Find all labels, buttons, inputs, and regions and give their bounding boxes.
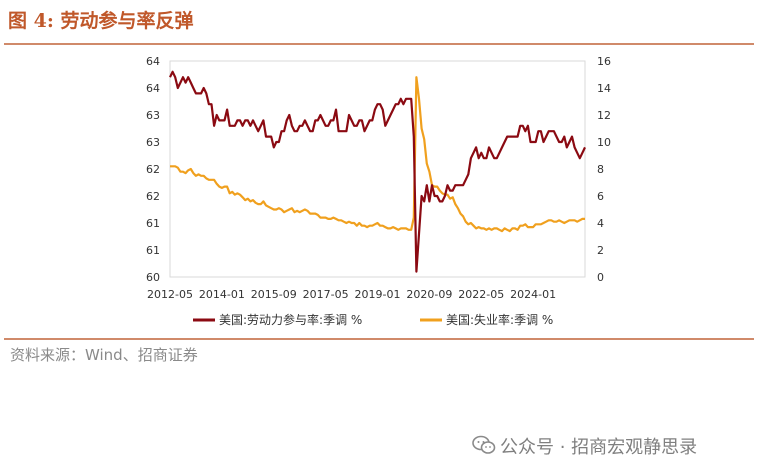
- y-right-tick-label: 2: [597, 244, 604, 257]
- y-right-tick-label: 8: [597, 163, 604, 176]
- y-left-tick-label: 61: [146, 217, 160, 230]
- plot-border: [169, 60, 586, 278]
- y-left-axis-ticks: 60 61 61 62 62 63 63 64 64: [146, 55, 160, 284]
- top-divider: [4, 43, 754, 45]
- x-tick-label: 2014-01: [199, 288, 245, 301]
- y-left-tick-label: 62: [146, 163, 160, 176]
- y-right-tick-label: 6: [597, 190, 604, 203]
- y-left-tick-label: 64: [146, 55, 160, 68]
- y-left-tick-label: 63: [146, 136, 160, 149]
- x-tick-label: 2020-09: [406, 288, 452, 301]
- y-right-tick-label: 0: [597, 271, 604, 284]
- figure-title: 图 4: 劳动参与率反弹: [8, 10, 194, 32]
- x-tick-label: 2024-01: [510, 288, 556, 301]
- y-right-tick-label: 12: [597, 109, 611, 122]
- y-left-tick-label: 64: [146, 82, 160, 95]
- plot-frame: [169, 60, 586, 278]
- x-tick-label: 2017-05: [303, 288, 349, 301]
- series-line-participation-rate: [169, 70, 586, 273]
- legend-label-participation: 美国:劳动力参与率:季调 %: [219, 312, 362, 327]
- watermark: 公众号 · 招商宏观静思录: [500, 437, 698, 458]
- legend: 美国:劳动力参与率:季调 % 美国:失业率:季调 %: [193, 312, 553, 327]
- bottom-divider: [4, 338, 754, 340]
- y-right-tick-label: 4: [597, 217, 604, 230]
- x-axis-ticks: 2012-05 2014-01 2015-09 2017-05 2019-01 2020-…: [147, 288, 556, 301]
- series-line-unemployment-rate: [170, 76, 585, 233]
- y-right-axis-ticks: 0 2 4 6 8 10 12 14 16: [597, 55, 611, 284]
- y-left-tick-label: 63: [146, 109, 160, 122]
- y-right-tick-label: 10: [597, 136, 611, 149]
- y-left-tick-label: 61: [146, 244, 160, 257]
- wechat-icon: [472, 435, 496, 454]
- y-right-tick-label: 16: [597, 55, 611, 68]
- x-tick-label: 2022-05: [458, 288, 504, 301]
- series-layer: [169, 70, 586, 273]
- y-left-tick-label: 60: [146, 271, 160, 284]
- x-tick-label: 2012-05: [147, 288, 193, 301]
- legend-label-unemployment: 美国:失业率:季调 %: [446, 312, 553, 327]
- y-right-tick-label: 14: [597, 82, 611, 95]
- x-tick-label: 2015-09: [251, 288, 297, 301]
- y-left-tick-label: 62: [146, 190, 160, 203]
- source-note: 资料来源：Wind、招商证券: [10, 346, 198, 364]
- chart: 2012-05 2014-01 2015-09 2017-05 2019-01 2020-…: [146, 55, 611, 327]
- x-tick-label: 2019-01: [355, 288, 401, 301]
